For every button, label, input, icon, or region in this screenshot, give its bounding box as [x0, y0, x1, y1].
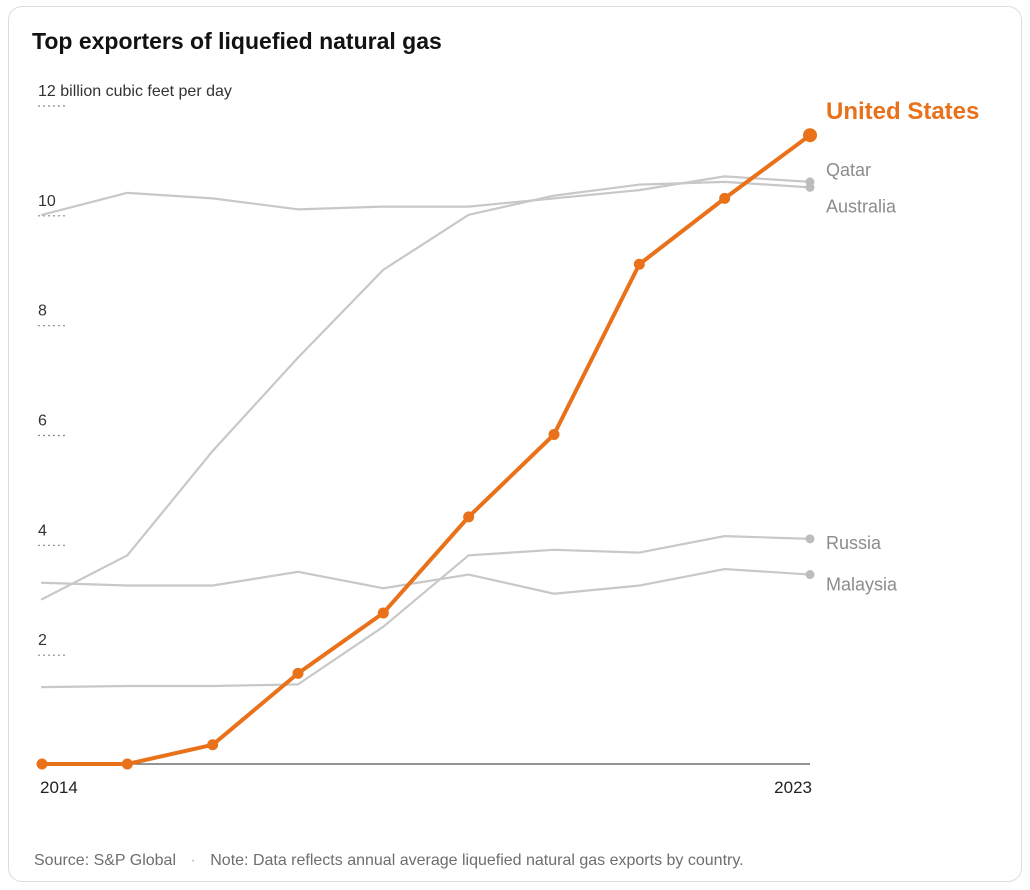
series-line-russia	[40, 534, 812, 689]
series-label-qatar: Qatar	[826, 160, 871, 180]
series-label-malaysia: Malaysia	[826, 575, 898, 595]
point-united-states-2018	[377, 607, 389, 619]
y-tick-label-6: 6	[38, 413, 47, 430]
y-tick-label-10: 10	[38, 193, 56, 210]
point-united-states-2015	[121, 758, 133, 770]
series-line-united-states	[40, 133, 812, 766]
y-tick-label-12: 12 billion cubic feet per day	[38, 83, 232, 100]
x-tick-label-2014: 2014	[40, 778, 78, 797]
series-label-russia: Russia	[826, 533, 882, 553]
chart-title: Top exporters of liquefied natural gas	[32, 28, 442, 54]
y-axis: 12 billion cubic feet per day 10 8 6 4 2	[38, 83, 232, 656]
series-labels: Qatar Australia Russia Malaysia United State…	[826, 98, 979, 594]
point-united-states-2016	[207, 739, 219, 751]
point-united-states-2021	[633, 258, 645, 270]
end-point-malaysia	[805, 570, 815, 580]
source-text: Source: S&P Global	[34, 852, 177, 869]
x-axis: 2014 2023	[40, 763, 812, 797]
point-united-states-2022	[719, 192, 731, 204]
point-united-states-2017	[292, 667, 304, 679]
point-united-states-2014	[36, 758, 48, 770]
point-united-states-2019	[463, 511, 475, 523]
y-tick-label-8: 8	[38, 303, 47, 320]
series-label-united-states: United States	[826, 98, 979, 125]
footer-separator: ·	[190, 852, 196, 869]
y-tick-label-4: 4	[38, 522, 47, 539]
x-tick-label-2023: 2023	[774, 778, 812, 797]
end-point-russia	[805, 534, 815, 544]
chart-footer: Source: S&P Global · Note: Data reflects…	[34, 852, 744, 870]
series-line-australia	[40, 180, 812, 601]
series-line-malaysia	[40, 567, 812, 595]
chart-card	[8, 6, 1022, 882]
end-point-australia	[805, 182, 815, 192]
series-lines	[36, 128, 817, 770]
point-united-states-2023	[803, 128, 817, 143]
y-tick-label-2: 2	[38, 632, 47, 649]
note-text: Note: Data reflects annual average lique…	[210, 852, 744, 869]
series-label-australia: Australia	[826, 196, 897, 216]
point-united-states-2020	[548, 429, 560, 440]
